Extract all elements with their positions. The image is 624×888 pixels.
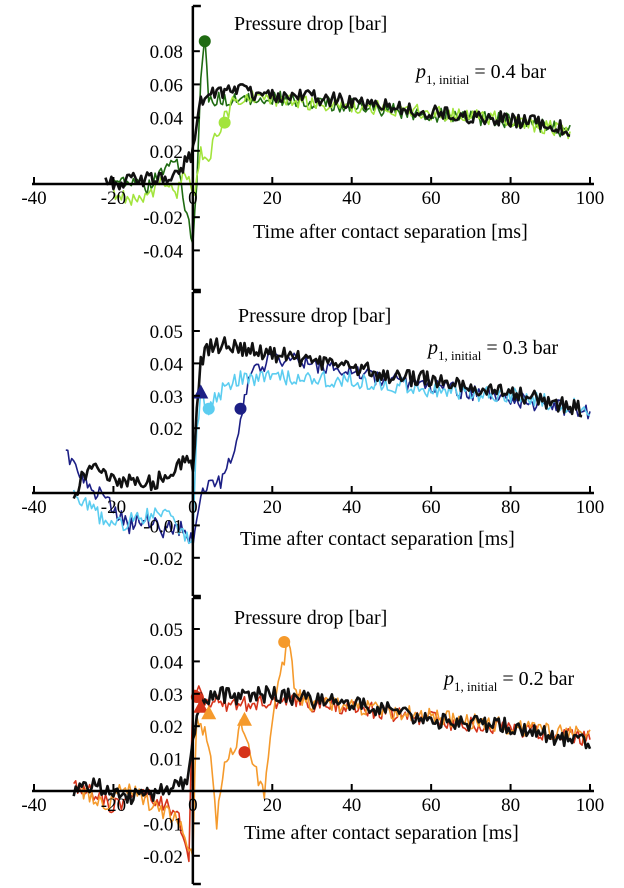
y-axis-label: Pressure drop [bar] [234, 13, 387, 35]
x-tick-label: 80 [501, 795, 520, 816]
x-tick-label: 80 [501, 497, 520, 518]
x-tick-label: 100 [576, 795, 605, 816]
y-tick-label: 0.05 [150, 620, 183, 641]
marker-triangle [193, 698, 209, 713]
y-tick-label: -0.01 [143, 516, 183, 537]
initial-pressure-annotation: p1, initial = 0.3 bar [426, 337, 559, 363]
y-axis-label: Pressure drop [bar] [234, 607, 387, 629]
x-tick-label: 20 [263, 188, 282, 209]
series-line-3 [72, 336, 583, 500]
chart-panel-bottom: -40 -20 0 20 40 60 80 100 0.05 0.04 0.03 0.02 0.01 -0… [21, 596, 605, 886]
y-tick-label: 0.05 [150, 322, 183, 343]
y-tick-label: -0.04 [143, 241, 183, 262]
y-tick-label: 0.03 [150, 387, 183, 408]
x-tick-label: 0 [188, 795, 198, 816]
initial-pressure-annotation: p1, initial = 0.2 bar [442, 668, 575, 694]
y-tick-label: 0.01 [150, 750, 183, 771]
x-tick-label: -20 [101, 497, 126, 518]
x-tick-label: 80 [501, 188, 520, 209]
y-tick-label: 0.02 [150, 142, 183, 163]
marker-triangle [201, 705, 217, 720]
y-tick-label: 0.03 [150, 685, 183, 706]
x-axis-label: Time after contact separation [ms] [240, 528, 515, 550]
marker-circle [278, 635, 291, 648]
x-tick-label: 100 [576, 188, 605, 209]
y-tick-label: 0.04 [150, 109, 184, 130]
y-tick-label: -0.02 [143, 208, 183, 229]
x-tick-label: 40 [342, 497, 361, 518]
x-tick-label: 0 [188, 497, 198, 518]
x-tick-label: -20 [101, 188, 126, 209]
y-tick-label: 0.04 [150, 354, 184, 375]
chart-panel-top: -40 -20 0 20 40 60 80 100 0.08 0.06 0.04 0.02 -0.02 -… [21, 4, 605, 292]
x-tick-label: -40 [21, 188, 46, 209]
x-tick-label: -40 [21, 497, 46, 518]
initial-pressure-annotation: p1, initial = 0.4 bar [414, 61, 547, 87]
y-tick-label: -0.02 [143, 549, 183, 570]
x-axis-label: Time after contact separation [ms] [253, 221, 528, 243]
marker-triangle [236, 711, 252, 726]
marker-circle [234, 402, 247, 415]
marker-circle [198, 35, 211, 48]
marker-circle [202, 402, 215, 415]
series-line-3 [104, 83, 571, 191]
x-axis-label: Time after contact separation [ms] [244, 822, 519, 844]
x-tick-label: 60 [422, 497, 441, 518]
y-axis-label: Pressure drop [bar] [238, 305, 391, 327]
y-tick-label: 0.04 [150, 652, 184, 673]
x-tick-label: 20 [263, 497, 282, 518]
x-tick-label: 100 [576, 497, 605, 518]
x-tick-label: 60 [422, 795, 441, 816]
x-tick-label: 40 [342, 795, 361, 816]
y-tick-label: 0.08 [150, 42, 183, 63]
y-tick-label: 0.06 [150, 75, 183, 96]
y-tick-label: -0.02 [143, 847, 183, 868]
y-tick-label: 0.02 [150, 717, 183, 738]
marker-circle [218, 116, 231, 129]
x-tick-label: 0 [188, 188, 198, 209]
x-tick-label: 40 [342, 188, 361, 209]
x-tick-label: -20 [101, 795, 126, 816]
y-tick-label: 0.02 [150, 419, 183, 440]
y-tick-label: -0.01 [143, 814, 183, 835]
x-tick-label: -40 [21, 795, 46, 816]
marker-circle [238, 746, 251, 759]
series-line-2 [72, 369, 591, 545]
chart-panel-middle: -40 -20 0 20 40 60 80 100 0.05 0.04 0.03 0.02 -0.01 -… [21, 290, 605, 598]
x-tick-label: 60 [422, 188, 441, 209]
x-tick-label: 20 [263, 795, 282, 816]
